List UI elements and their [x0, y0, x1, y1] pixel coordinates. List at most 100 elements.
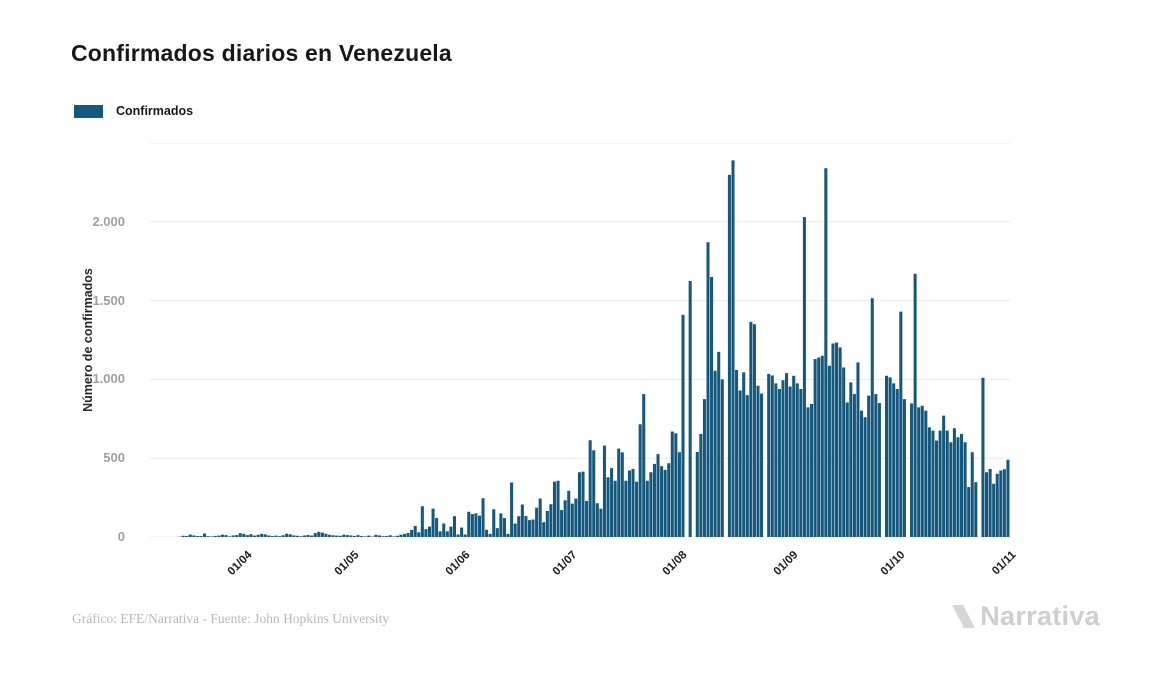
- bar-day-147[interactable]: [702, 399, 706, 537]
- bar-day-169[interactable]: [781, 380, 785, 537]
- bar-day-122[interactable]: [613, 480, 617, 537]
- bar-day-46[interactable]: [342, 534, 346, 537]
- bar-day-61[interactable]: [395, 535, 399, 537]
- bar-day-100[interactable]: [535, 507, 539, 537]
- bar-day-8[interactable]: [206, 536, 210, 537]
- bar-day-175[interactable]: [802, 217, 806, 537]
- bar-day-174[interactable]: [799, 389, 803, 537]
- bar-day-107[interactable]: [560, 510, 564, 537]
- bar-day-181[interactable]: [824, 168, 828, 537]
- bar-day-106[interactable]: [556, 480, 560, 537]
- bar-day-36[interactable]: [306, 534, 310, 537]
- bar-day-124[interactable]: [620, 452, 624, 537]
- bar-day-171[interactable]: [788, 386, 792, 537]
- bar-day-39[interactable]: [317, 531, 321, 537]
- bar-day-138[interactable]: [670, 431, 674, 537]
- bar-day-222[interactable]: [970, 452, 974, 537]
- bar-day-228[interactable]: [992, 483, 996, 537]
- bar-day-2[interactable]: [185, 535, 189, 537]
- bar-day-165[interactable]: [767, 373, 771, 537]
- bar-day-69[interactable]: [424, 529, 428, 537]
- bar-day-178[interactable]: [813, 359, 817, 537]
- bar-day-223[interactable]: [974, 482, 978, 537]
- bar-day-82[interactable]: [470, 513, 474, 537]
- bar-day-188[interactable]: [849, 382, 853, 537]
- bar-day-45[interactable]: [338, 535, 342, 537]
- bar-day-208[interactable]: [920, 405, 924, 537]
- bar-day-66[interactable]: [413, 525, 417, 537]
- bar-day-219[interactable]: [960, 433, 964, 537]
- bar-day-183[interactable]: [831, 343, 835, 537]
- bar-day-113[interactable]: [581, 471, 585, 537]
- bar-day-80[interactable]: [463, 534, 467, 537]
- bar-day-38[interactable]: [313, 533, 317, 537]
- bar-day-186[interactable]: [842, 367, 846, 537]
- bar-day-14[interactable]: [227, 536, 232, 537]
- bar-day-86[interactable]: [485, 529, 489, 537]
- bar-day-108[interactable]: [563, 500, 567, 537]
- bar-day-84[interactable]: [477, 515, 481, 537]
- bar-day-198[interactable]: [885, 375, 889, 537]
- bar-day-77[interactable]: [452, 516, 456, 537]
- bar-day-18[interactable]: [242, 533, 246, 537]
- bar-day-51[interactable]: [360, 536, 364, 537]
- bar-day-90[interactable]: [499, 513, 503, 537]
- bar-day-200[interactable]: [892, 383, 896, 537]
- bar-day-220[interactable]: [963, 442, 967, 537]
- bar-day-57[interactable]: [381, 536, 385, 537]
- bar-day-176[interactable]: [806, 407, 810, 537]
- bar-day-34[interactable]: [299, 536, 303, 537]
- bar-day-137[interactable]: [667, 463, 671, 537]
- bar-day-157[interactable]: [738, 390, 742, 537]
- bar-day-70[interactable]: [427, 526, 432, 537]
- bar-day-75[interactable]: [445, 531, 449, 537]
- bar-day-91[interactable]: [502, 518, 506, 537]
- bar-day-156[interactable]: [735, 369, 739, 537]
- bar-day-40[interactable]: [320, 532, 324, 537]
- bar-day-101[interactable]: [538, 498, 542, 537]
- bar-day-205[interactable]: [910, 403, 914, 537]
- bar-day-159[interactable]: [745, 395, 749, 537]
- bar-day-116[interactable]: [592, 450, 596, 537]
- bar-day-11[interactable]: [217, 535, 221, 537]
- bar-day-7[interactable]: [203, 533, 207, 537]
- bar-day-210[interactable]: [927, 427, 931, 537]
- bar-day-4[interactable]: [192, 535, 196, 537]
- bar-day-72[interactable]: [435, 518, 439, 537]
- bar-day-151[interactable]: [717, 351, 721, 537]
- bar-day-170[interactable]: [785, 373, 789, 537]
- bar-day-184[interactable]: [835, 342, 839, 537]
- bar-day-9[interactable]: [210, 536, 214, 537]
- bar-day-155[interactable]: [731, 160, 735, 537]
- bar-day-50[interactable]: [356, 535, 360, 537]
- bar-day-117[interactable]: [595, 503, 599, 537]
- bar-day-129[interactable]: [638, 424, 642, 537]
- bar-day-189[interactable]: [852, 394, 856, 537]
- bar-day-168[interactable]: [777, 388, 781, 537]
- bar-day-225[interactable]: [981, 377, 985, 537]
- bar-day-20[interactable]: [249, 534, 253, 537]
- bar-day-154[interactable]: [727, 174, 731, 537]
- bar-day-110[interactable]: [570, 503, 574, 537]
- bar-day-167[interactable]: [774, 383, 778, 537]
- bar-day-12[interactable]: [220, 534, 224, 537]
- bar-day-31[interactable]: [288, 534, 292, 537]
- bar-day-118[interactable]: [599, 508, 603, 537]
- bar-day-99[interactable]: [531, 519, 535, 537]
- bar-day-145[interactable]: [695, 451, 699, 537]
- bar-day-67[interactable]: [417, 532, 421, 537]
- bar-day-185[interactable]: [838, 347, 842, 537]
- bar-day-218[interactable]: [956, 437, 960, 537]
- bar-day-78[interactable]: [456, 534, 460, 537]
- bar-day-87[interactable]: [488, 533, 492, 537]
- bar-day-190[interactable]: [856, 362, 860, 537]
- bar-day-29[interactable]: [281, 535, 285, 537]
- bar-day-132[interactable]: [649, 472, 653, 537]
- bar-day-95[interactable]: [517, 516, 521, 537]
- bar-day-123[interactable]: [617, 448, 621, 537]
- bar-day-207[interactable]: [917, 407, 921, 537]
- bar-day-121[interactable]: [610, 468, 614, 537]
- bar-day-35[interactable]: [302, 535, 307, 537]
- bar-day-161[interactable]: [752, 324, 756, 537]
- bar-day-83[interactable]: [474, 513, 478, 537]
